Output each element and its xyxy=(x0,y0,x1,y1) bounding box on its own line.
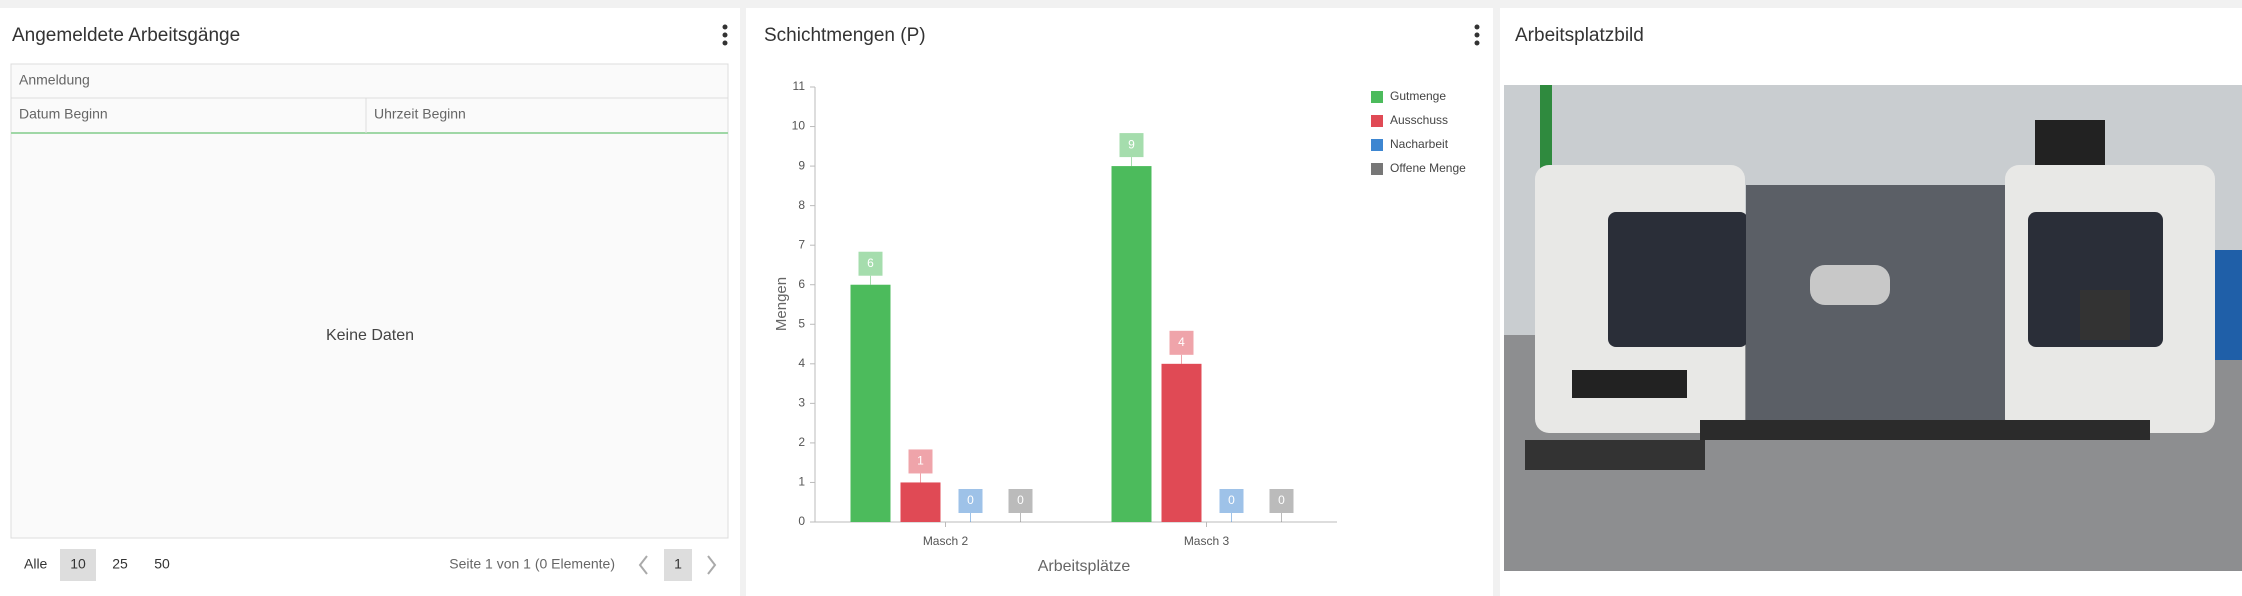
legend-swatch xyxy=(1371,139,1383,151)
legend-label: Gutmenge xyxy=(1390,89,1446,103)
menu-button[interactable] xyxy=(722,24,728,46)
y-tick-label: 4 xyxy=(798,356,805,370)
y-axis-label: Mengen xyxy=(773,277,790,331)
next-page[interactable] xyxy=(707,555,717,575)
legend-label: Ausschuss xyxy=(1390,113,1448,127)
y-tick-label: 9 xyxy=(798,158,805,172)
page-size[interactable]: Alle xyxy=(24,556,48,572)
page-number[interactable]: 1 xyxy=(674,556,682,572)
column-header[interactable]: Uhrzeit Beginn xyxy=(374,106,466,122)
group-header: Anmeldung xyxy=(19,72,90,88)
value-label: 6 xyxy=(867,256,874,270)
y-tick-label: 7 xyxy=(798,237,805,251)
y-tick-label: 1 xyxy=(798,475,805,489)
legend-swatch xyxy=(1371,163,1383,175)
value-label-box xyxy=(1269,489,1294,513)
table xyxy=(10,63,729,539)
page-button[interactable] xyxy=(664,549,692,581)
panel-title: Angemeldete Arbeitsgänge xyxy=(12,25,240,46)
bar xyxy=(1161,363,1202,522)
x-tick-label: Masch 3 xyxy=(1184,534,1230,548)
value-label: 0 xyxy=(1278,493,1285,507)
x-axis-label: Arbeitsplätze xyxy=(1038,558,1131,575)
y-tick-label: 3 xyxy=(798,396,805,410)
page-size[interactable]: 10 xyxy=(70,556,86,572)
chart-title: Schichtmengen (P) xyxy=(764,25,926,46)
value-label-box xyxy=(1169,330,1194,355)
x-tick-label: Masch 2 xyxy=(923,534,969,548)
value-label: 4 xyxy=(1178,335,1185,349)
bar xyxy=(1111,166,1152,522)
value-label: 9 xyxy=(1128,137,1135,151)
page-info: Seite 1 von 1 (0 Elemente) xyxy=(449,556,615,572)
empty-text: Keine Daten xyxy=(326,327,414,344)
value-label: 1 xyxy=(917,454,924,468)
panel-title: Arbeitsplatzbild xyxy=(1515,25,1644,46)
y-tick-label: 11 xyxy=(793,79,806,93)
workplace-image xyxy=(1504,85,2242,571)
value-label-box xyxy=(1219,489,1244,513)
menu-button[interactable] xyxy=(1474,24,1480,46)
y-tick-label: 2 xyxy=(798,435,805,449)
y-tick-label: 6 xyxy=(798,277,805,291)
bar xyxy=(900,482,941,522)
legend-swatch xyxy=(1371,91,1383,103)
legend-label: Nacharbeit xyxy=(1390,137,1449,151)
prev-page[interactable] xyxy=(638,555,648,575)
page-size[interactable]: 50 xyxy=(154,556,170,572)
value-label: 0 xyxy=(1228,493,1235,507)
value-label-box xyxy=(858,251,883,276)
legend-swatch xyxy=(1371,115,1383,127)
page-size-active[interactable] xyxy=(60,549,96,581)
value-label: 0 xyxy=(967,493,974,507)
value-label-box xyxy=(1008,489,1033,513)
value-label-box xyxy=(1119,133,1144,158)
column-header[interactable]: Datum Beginn xyxy=(19,106,108,122)
y-tick-label: 10 xyxy=(792,119,806,133)
y-tick-label: 0 xyxy=(798,514,805,528)
bar xyxy=(850,284,891,522)
legend-label: Offene Menge xyxy=(1390,161,1466,175)
value-label: 0 xyxy=(1017,493,1024,507)
y-tick-label: 8 xyxy=(798,198,805,212)
y-tick-label: 5 xyxy=(798,316,805,330)
value-label-box xyxy=(958,489,983,513)
value-label-box xyxy=(908,449,933,474)
page-size[interactable]: 25 xyxy=(112,556,128,572)
